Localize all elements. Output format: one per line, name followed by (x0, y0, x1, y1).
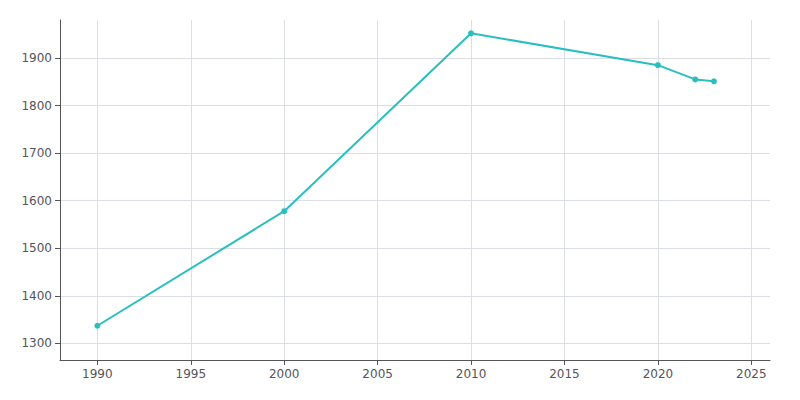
svg-text:1300: 1300 (21, 336, 52, 350)
svg-text:2015: 2015 (549, 367, 580, 381)
svg-text:2025: 2025 (736, 367, 767, 381)
svg-text:1400: 1400 (21, 289, 52, 303)
svg-text:1600: 1600 (21, 194, 52, 208)
svg-text:1700: 1700 (21, 146, 52, 160)
svg-text:1900: 1900 (21, 51, 52, 65)
svg-text:2010: 2010 (456, 367, 487, 381)
svg-text:2020: 2020 (643, 367, 674, 381)
svg-text:1800: 1800 (21, 99, 52, 113)
svg-text:1990: 1990 (82, 367, 113, 381)
svg-text:2000: 2000 (269, 367, 300, 381)
svg-text:1995: 1995 (176, 367, 207, 381)
svg-text:1500: 1500 (21, 241, 52, 255)
svg-text:2005: 2005 (362, 367, 393, 381)
